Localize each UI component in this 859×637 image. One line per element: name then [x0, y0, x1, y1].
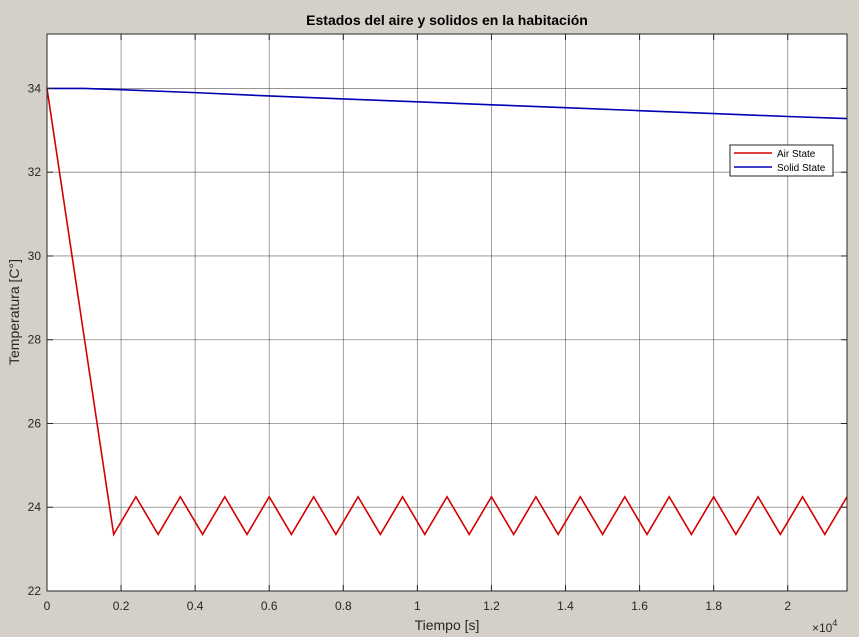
y-tick-label: 30	[28, 249, 42, 263]
x-tick-label: 0.8	[335, 599, 352, 613]
legend-box	[729, 144, 834, 177]
legend-label-solid-state: Solid State	[777, 163, 826, 174]
chart-title: Estados del aire y solidos en la habitac…	[306, 12, 588, 28]
ticks: 0 0.2 0.4 0.6 0.8 1 1.2 1.4 1.6 1.8 22224262830323…	[28, 34, 847, 613]
x-tick-label: 1	[414, 599, 421, 613]
x-tick-label: 1.2	[483, 599, 500, 613]
x-tick-label: 1.4	[557, 599, 574, 613]
legend-label-air-state: Air State	[777, 149, 816, 160]
x-tick-label: 1.6	[631, 599, 648, 613]
x-axis-label: Tiempo [s]	[415, 617, 480, 633]
y-tick-label: 24	[28, 500, 42, 514]
y-tick-label: 22	[28, 584, 42, 598]
y-axis-label: Temperatura [C°]	[6, 259, 22, 365]
x-axis-exponent: ×104	[812, 618, 837, 635]
x-tick-label: 0.6	[261, 599, 278, 613]
x-tick-label: 2	[784, 599, 791, 613]
axes-frame	[46, 33, 848, 592]
y-tick-label: 28	[28, 333, 42, 347]
x-axis-exponent-base: ×10	[812, 621, 833, 635]
y-tick-label: 32	[28, 165, 42, 179]
series-layer	[46, 87, 848, 537]
x-tick-label: 1.8	[705, 599, 722, 613]
series-line-solid-state	[47, 87, 848, 120]
series-line-air-state	[46, 88, 848, 537]
x-tick-label: 0.4	[187, 599, 204, 613]
y-tick-label: 34	[28, 81, 42, 95]
x-tick-label: 0.2	[113, 599, 130, 613]
grid	[47, 34, 847, 591]
x-axis-exponent-power: 4	[832, 618, 837, 628]
y-tick-label: 26	[28, 416, 42, 430]
legend: Air State Solid State	[729, 144, 834, 177]
x-tick-label: 0	[44, 599, 51, 613]
